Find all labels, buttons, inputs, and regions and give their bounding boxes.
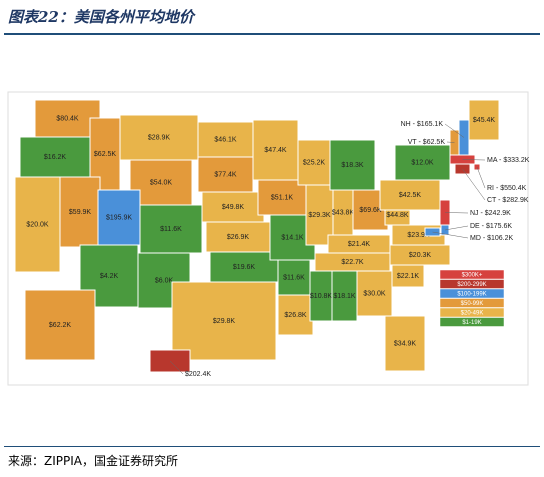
state-region (329, 139, 376, 191)
legend-swatch (439, 279, 505, 289)
state-region (379, 179, 441, 211)
leader-line (444, 123, 465, 138)
state-region (14, 176, 61, 273)
source-rule (4, 446, 540, 447)
state-label: $44.8K (386, 212, 409, 219)
legend-swatch (439, 317, 505, 327)
state-region (24, 289, 96, 361)
state-label: RI - $550.4K (487, 185, 527, 192)
state-label: $6.0K (155, 277, 174, 284)
state-label: $69.6K (359, 207, 382, 214)
state-label: $18.3K (341, 162, 364, 169)
state-label: $11.6K (283, 274, 305, 281)
state-region (119, 114, 199, 161)
state-label: $202.4K (185, 371, 211, 378)
state-label: $49.8K (222, 204, 245, 211)
state-label: $46.1K (214, 136, 237, 143)
state-label: $12.0K (411, 159, 434, 166)
state-label: $43.8K (332, 209, 355, 216)
state-label: $23.9K (407, 232, 430, 239)
legend-swatch (439, 298, 505, 308)
source-note: 来源：ZIPPIA，国金证券研究所 (8, 454, 178, 468)
state-label: $42.5K (399, 192, 422, 199)
state-label: $77.4K (214, 171, 237, 178)
state-label: VT - $62.5K (408, 139, 446, 146)
state-label: MD - $106.2K (470, 235, 514, 242)
leader-line (462, 168, 486, 201)
state-label: $20.0K (26, 221, 49, 228)
figure-title: 图表22：美国各州平均地价 (8, 8, 194, 26)
state-label: $11.6K (160, 226, 182, 233)
legend-label: $300K+ (462, 272, 483, 278)
legend-swatch (439, 307, 505, 318)
state-label: DE - $175.6K (470, 223, 512, 230)
state-label: $18.1K (333, 293, 356, 300)
legend-swatch (439, 288, 505, 299)
state-label: $16.2K (44, 154, 67, 161)
state-region (277, 259, 311, 296)
state-label: $62.2K (49, 322, 72, 329)
state-label: NH - $165.1K (401, 121, 444, 128)
state-label: $29.8K (213, 318, 236, 325)
state-region (209, 251, 279, 283)
state-label: $80.4K (56, 115, 79, 122)
leader-line (444, 225, 469, 231)
title-rule (4, 33, 540, 35)
state-label: $54.0K (150, 179, 173, 186)
state-label: $30.0K (363, 290, 386, 297)
state-region (297, 139, 331, 186)
state-label: $4.2K (100, 273, 119, 280)
leader-line (462, 159, 486, 161)
state-label: CT - $282.9K (487, 197, 529, 204)
state-region (468, 99, 500, 141)
state-region (34, 99, 101, 138)
state-label: $45.4K (473, 117, 496, 124)
state-region (384, 315, 426, 372)
leader-line (444, 212, 469, 214)
state-label: $195.9K (106, 214, 132, 221)
state-region (171, 281, 277, 361)
leader-line (169, 360, 184, 375)
state-label: $22.1K (397, 273, 420, 280)
state-label: $59.9K (69, 209, 92, 216)
legend-label: $100-199K (457, 291, 486, 297)
legend-label: $1-19K (462, 320, 481, 326)
leader-line (476, 166, 486, 189)
state-label: $47.4K (264, 147, 287, 154)
leader-line (446, 141, 455, 143)
state-region (277, 294, 314, 336)
state-region (394, 144, 451, 181)
legend-label: $20-49K (461, 310, 484, 316)
state-label: $22.7K (341, 259, 364, 266)
state-label: NJ - $242.9K (470, 210, 511, 217)
legend-label: $50-99K (461, 301, 484, 307)
state-label: $10.8K (310, 293, 333, 300)
state-label: $20.3K (409, 252, 432, 259)
state-label: $29.3K (308, 212, 331, 219)
state-label: $26.8K (284, 312, 307, 319)
legend-swatch (439, 269, 505, 280)
state-label: $62.5K (94, 151, 117, 158)
state-label: $21.4K (348, 241, 371, 248)
state-region (19, 136, 91, 178)
state-label: $51.1K (271, 194, 294, 201)
state-label: $26.9K (227, 234, 250, 241)
state-label: $14.1K (281, 234, 304, 241)
state-region (197, 156, 254, 193)
state-region (201, 191, 265, 223)
state-label: $34.9K (394, 340, 417, 347)
state-region (59, 176, 101, 248)
leader-line (432, 231, 469, 239)
legend-label: $200-299K (457, 282, 486, 288)
state-label: MA - $333.2K (487, 157, 530, 164)
state-region (257, 179, 307, 216)
state-label: $19.6K (233, 264, 256, 271)
state-label: $28.9K (148, 134, 171, 141)
state-label: $25.2K (303, 159, 326, 166)
state-region (356, 270, 393, 317)
